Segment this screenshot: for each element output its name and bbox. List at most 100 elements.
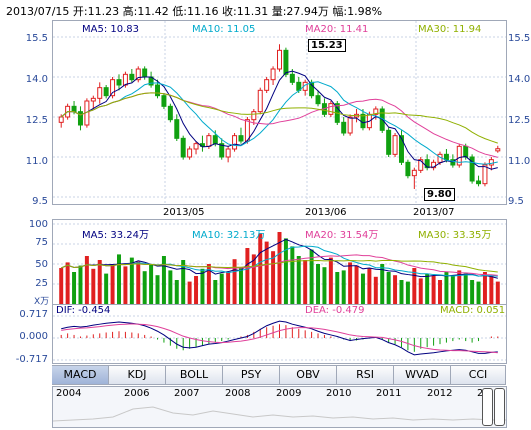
candle-body (418, 159, 424, 171)
quote-volume: 量:27.94万 (271, 5, 329, 18)
macd-dea: DEA: -0.479 (305, 305, 365, 316)
tab-cci[interactable]: CCI (451, 365, 506, 385)
volume-bar (271, 251, 276, 304)
timeline-year-5: 2010 (326, 388, 352, 399)
candle-body (193, 143, 199, 150)
volume-bar (476, 281, 481, 304)
macd-tick-0: 0.717 (19, 309, 48, 320)
volume-bar (399, 280, 404, 304)
volume-bar (97, 260, 102, 304)
range-handle-left[interactable] (482, 388, 493, 426)
volume-bar (450, 275, 455, 304)
candle-body (90, 97, 96, 102)
volume-panel[interactable] (52, 219, 507, 306)
date-tick-1: 2013/06 (305, 207, 347, 218)
candle-body (289, 73, 295, 83)
vol-ma10-line (61, 245, 498, 277)
tab-psy[interactable]: PSY (223, 365, 280, 385)
volume-bar (213, 280, 218, 304)
price-tick-right-4: 9.5 (508, 196, 524, 207)
volume-bar (418, 278, 423, 304)
tab-obv[interactable]: OBV (280, 365, 337, 385)
candle-body (264, 79, 270, 91)
candle-body (167, 105, 173, 121)
candle-body (450, 159, 456, 166)
candle-body (257, 89, 263, 113)
candle-body (71, 105, 77, 113)
tab-rsi[interactable]: RSI (337, 365, 394, 385)
volume-bar (251, 254, 256, 304)
price-chart (53, 21, 506, 204)
candle-body (277, 49, 282, 70)
vol-ma30-line (61, 259, 498, 273)
candle-body (103, 87, 109, 97)
price-ma30-line (60, 92, 498, 144)
volume-bar (463, 273, 468, 304)
candle-body (482, 164, 488, 185)
vol-unit: X万 (34, 297, 50, 307)
volume-bar (380, 264, 385, 304)
macd-tick-1: 0.000 (19, 331, 48, 342)
candle-body (142, 68, 148, 78)
price-ma5-line (60, 70, 498, 170)
tab-macd[interactable]: MACD (52, 365, 109, 385)
candle-body (315, 95, 321, 105)
candle-body (476, 180, 482, 185)
timeline-year-6: 2011 (376, 388, 402, 399)
candle-body (392, 135, 398, 155)
volume-bar (136, 261, 141, 304)
quote-date: 2013/07/15 (6, 5, 70, 18)
price-panel[interactable] (52, 20, 507, 205)
volume-bar (174, 280, 179, 304)
quote-close: 收:11.31 (222, 5, 269, 18)
timeline-navigator[interactable] (52, 386, 507, 428)
candle-body (97, 87, 103, 99)
tab-wvad[interactable]: WVAD (394, 365, 451, 385)
vol-ma5: MA5: 33.24万 (82, 230, 150, 241)
price-ma30: MA30: 11.94 (418, 24, 482, 35)
macd-dif: DIF: -0.454 (56, 305, 111, 316)
volume-bar (348, 262, 353, 304)
price-tick-left-2: 12.5 (25, 115, 48, 126)
timeline-year-8: 2 (477, 388, 484, 399)
volume-bar (129, 257, 134, 304)
volume-bar (245, 248, 250, 304)
candle-body (386, 129, 392, 155)
tab-boll[interactable]: BOLL (166, 365, 223, 385)
volume-bar (226, 272, 231, 304)
volume-bar (405, 281, 410, 304)
macd-value: MACD: 0.051 (440, 305, 506, 316)
price-tick-left-0: 15.5 (25, 33, 48, 44)
price-tick-left-4: 9.5 (32, 196, 48, 207)
candle-body (495, 148, 501, 152)
volume-bar (117, 254, 121, 304)
price-tick-left-3: 11.0 (25, 156, 48, 167)
timeline-year-2: 2007 (174, 388, 200, 399)
candle-body (58, 116, 64, 123)
volume-bar (341, 270, 346, 304)
low-price-label: 9.80 (424, 188, 455, 201)
vol-tick-0: 100 (28, 219, 48, 230)
volume-bar (206, 264, 211, 304)
volume-bar (258, 233, 263, 304)
macd-chart (53, 315, 506, 361)
volume-bar (489, 276, 494, 304)
volume-bar (495, 281, 500, 304)
price-ma20-line (60, 92, 498, 158)
candle-body (463, 145, 469, 158)
volume-bar (168, 270, 173, 304)
volume-bar (431, 276, 436, 304)
macd-panel[interactable] (52, 304, 507, 364)
tab-kdj[interactable]: KDJ (109, 365, 166, 385)
volume-bar (457, 270, 462, 304)
volume-bar (328, 257, 333, 304)
volume-bar (232, 259, 237, 304)
volume-bar (142, 271, 147, 304)
volume-bar (110, 264, 115, 304)
candle-body (270, 68, 276, 81)
volume-bar (290, 246, 295, 304)
range-handle-right[interactable] (494, 388, 505, 426)
volume-bar (316, 264, 321, 304)
candle-body (469, 156, 475, 182)
candle-body (341, 121, 347, 134)
